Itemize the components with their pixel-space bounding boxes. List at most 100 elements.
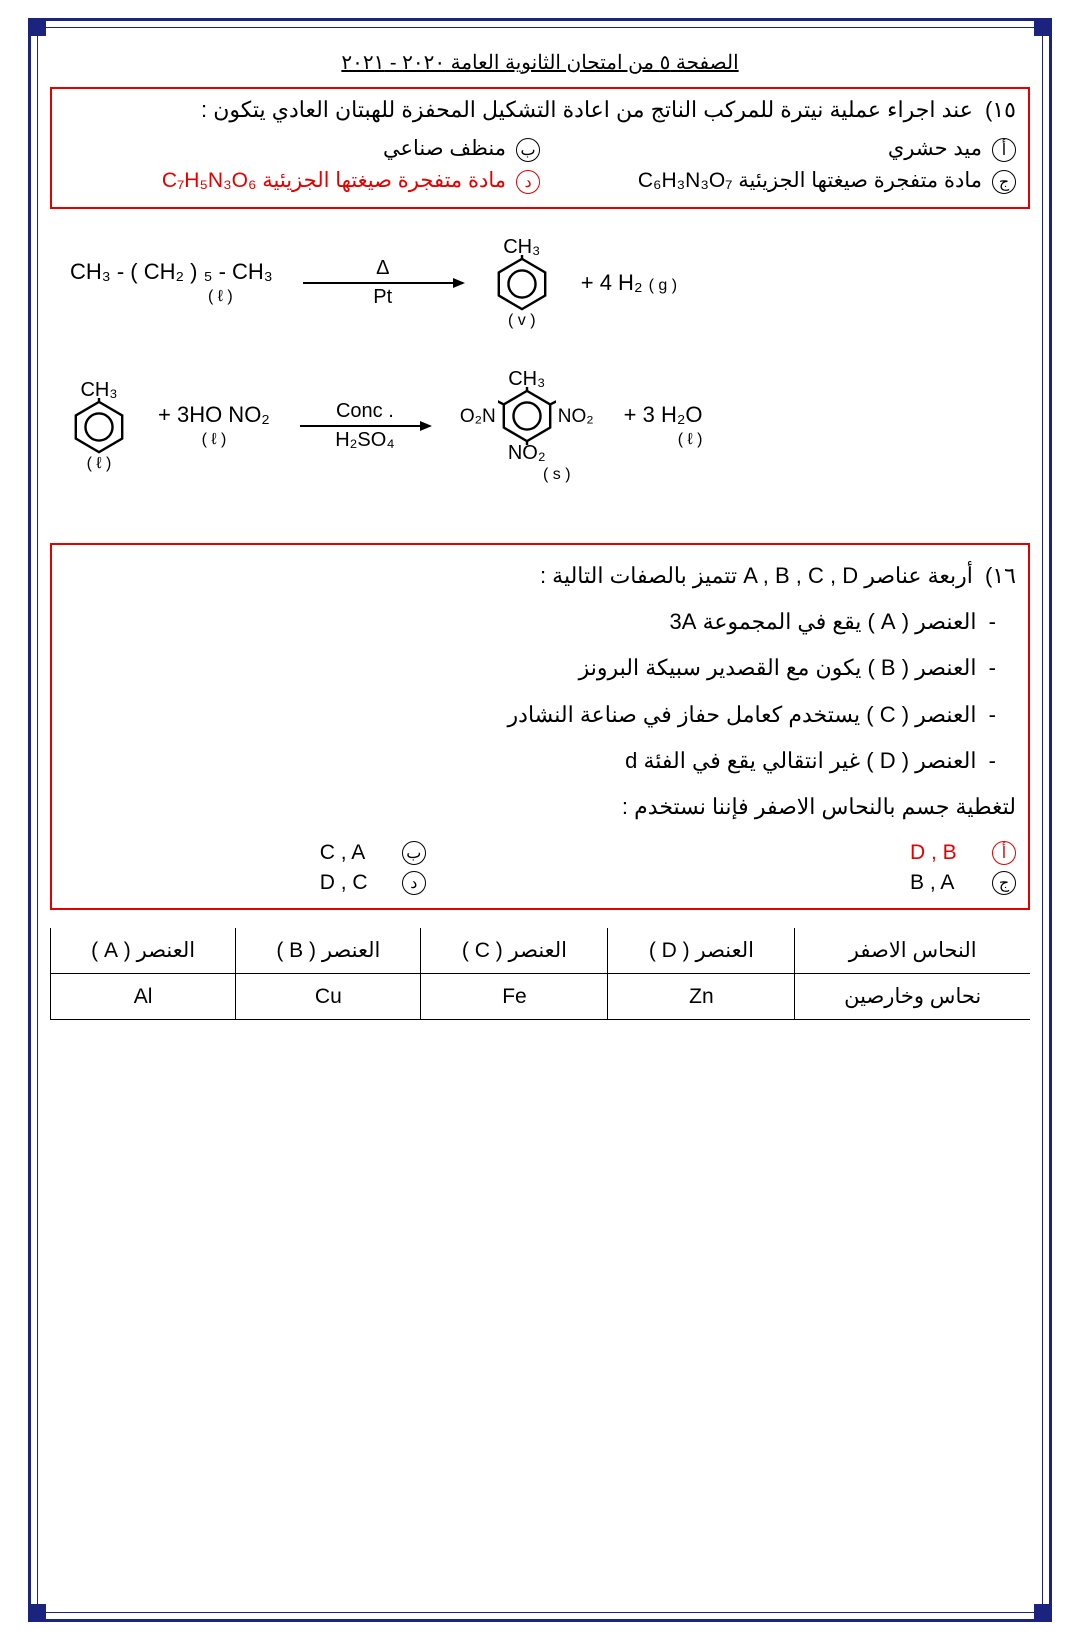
arrow-condition-bottom: H₂SO₄ bbox=[335, 429, 394, 452]
substituent-label: NO₂ bbox=[558, 407, 594, 426]
choice-text: D , C bbox=[320, 871, 390, 895]
choice-text-prefix: مادة متفجرة صيغتها الجزيئية bbox=[256, 169, 506, 192]
choice-marker-icon: د bbox=[402, 871, 426, 895]
product-toluene: CH₃ ( v ) bbox=[493, 237, 551, 329]
choice-marker-icon: ج bbox=[992, 170, 1016, 194]
table-cell: العنصر ( C ) bbox=[421, 928, 608, 974]
table-cell: Al bbox=[51, 974, 236, 1020]
choice-d-correct: د مادة متفجرة صيغتها الجزيئية C₇H₅N₃O₆ bbox=[64, 165, 540, 197]
reaction-arrow: Δ Pt bbox=[303, 257, 463, 309]
choice-marker-icon: أ bbox=[992, 138, 1016, 162]
question-number: ١٥) bbox=[985, 97, 1016, 123]
page-content: الصفحة ٥ من امتحان الثانوية العامة ٢٠٢٠ … bbox=[50, 50, 1030, 1590]
question-15-title: ١٥) عند اجراء عملية نيترة للمركب الناتج … bbox=[64, 97, 1016, 123]
choice-marker-icon: ب bbox=[402, 841, 426, 865]
choice-text: B , A bbox=[910, 871, 980, 895]
clue-text: العنصر ( B ) يكون مع القصدير سبيكة البرو… bbox=[579, 655, 977, 680]
choice-c: ج B , A bbox=[426, 868, 1016, 898]
table-cell: Fe bbox=[421, 974, 608, 1020]
clue-line: - العنصر ( B ) يكون مع القصدير سبيكة الب… bbox=[64, 645, 996, 691]
choice-marker-icon: أ bbox=[992, 841, 1016, 865]
arrow-line-icon bbox=[300, 425, 430, 427]
arrow-condition-top: Conc . bbox=[336, 400, 394, 423]
question-15-box: ١٥) عند اجراء عملية نيترة للمركب الناتج … bbox=[50, 87, 1030, 209]
reactant-heptane: CH₃ - ( CH₂ ) ₅ - CH₃ ( ℓ ) bbox=[70, 261, 273, 305]
choice-text: D , B bbox=[910, 841, 980, 865]
question-number: ١٦) bbox=[985, 553, 1016, 599]
clue-text: العنصر ( C ) يستخدم كعامل حفاز في صناعة … bbox=[508, 702, 977, 727]
molecule-formula: + 3HO NO₂ bbox=[158, 404, 270, 426]
question-16-prompt: لتغطية جسم بالنحاس الاصفر فإننا نستخدم : bbox=[64, 784, 1016, 830]
corner-ornament bbox=[1034, 1604, 1052, 1622]
clue-line: - العنصر ( C ) يستخدم كعامل حفاز في صناع… bbox=[64, 692, 996, 738]
question-16-body: ١٦) أربعة عناصر A , B , C , D تتميز بالص… bbox=[64, 553, 1016, 830]
state-label: ( s ) bbox=[543, 467, 571, 483]
reaction-1: CH₃ - ( CH₂ ) ₅ - CH₃ ( ℓ ) Δ Pt CH₃ ( v… bbox=[70, 237, 1010, 329]
substituent-label: O₂N bbox=[460, 407, 496, 426]
product-hydrogen: + 4 H₂ ( g ) bbox=[581, 270, 677, 296]
tnt-structure: O₂N NO₂ bbox=[460, 387, 594, 445]
choice-c: ج مادة متفجرة صيغتها الجزيئية C₆H₃N₃O₇ bbox=[540, 165, 1016, 197]
question-text: عند اجراء عملية نيترة للمركب الناتج من ا… bbox=[201, 97, 973, 122]
table-cell: النحاس الاصفر bbox=[795, 928, 1030, 974]
clue-line: - العنصر ( D ) غير انتقالي يقع في الفئة … bbox=[64, 738, 996, 784]
arrow-line-icon bbox=[303, 282, 463, 284]
choice-d: د D , C bbox=[64, 868, 426, 898]
substituent-label: CH₃ bbox=[503, 237, 540, 257]
page-header: الصفحة ٥ من امتحان الثانوية العامة ٢٠٢٠ … bbox=[50, 50, 1030, 75]
corner-ornament bbox=[28, 1604, 46, 1622]
molecule-formula: + 3 H₂O bbox=[624, 404, 703, 426]
choice-a-correct: أ D , B bbox=[426, 838, 1016, 868]
reactant-toluene: CH₃ ( ℓ ) bbox=[70, 380, 128, 472]
molecule-formula: + 4 H₂ bbox=[581, 270, 643, 295]
table-row: النحاس الاصفر العنصر ( D ) العنصر ( C ) … bbox=[51, 928, 1031, 974]
choice-text-prefix: مادة متفجرة صيغتها الجزيئية bbox=[732, 169, 982, 192]
state-label: ( g ) bbox=[649, 277, 677, 294]
reaction-2: CH₃ ( ℓ ) + 3HO NO₂ ( ℓ ) Conc . H₂SO₄ C… bbox=[70, 369, 1010, 483]
state-label: ( ℓ ) bbox=[678, 432, 703, 448]
arrow-condition-bottom: Pt bbox=[373, 286, 392, 309]
benzene-ring-icon bbox=[70, 398, 128, 456]
benzene-ring-icon bbox=[493, 255, 551, 313]
benzene-ring-icon bbox=[498, 387, 556, 445]
reaction-diagrams: CH₃ - ( CH₂ ) ₅ - CH₃ ( ℓ ) Δ Pt CH₃ ( v… bbox=[50, 227, 1030, 543]
chemical-formula: C₇H₅N₃O₆ bbox=[162, 169, 257, 192]
choice-text: مادة متفجرة صيغتها الجزيئية C₇H₅N₃O₆ bbox=[162, 168, 506, 193]
arrow-condition-top: Δ bbox=[376, 257, 389, 280]
clue-text: العنصر ( A ) يقع في المجموعة 3A bbox=[670, 609, 977, 634]
corner-ornament bbox=[28, 18, 46, 36]
table-cell: العنصر ( D ) bbox=[608, 928, 795, 974]
choice-marker-icon: ج bbox=[992, 871, 1016, 895]
choice-text: C , A bbox=[320, 841, 390, 865]
chemical-formula: C₆H₃N₃O₇ bbox=[638, 169, 733, 192]
state-label: ( ℓ ) bbox=[202, 432, 227, 448]
choice-text: ميد حشري bbox=[888, 136, 982, 161]
question-16-box: ١٦) أربعة عناصر A , B , C , D تتميز بالص… bbox=[50, 543, 1030, 910]
question-16-choices: أ D , B ب C , A ج B , A د D , C bbox=[64, 838, 1016, 898]
table-row: نحاس وخارصين Zn Fe Cu Al bbox=[51, 974, 1031, 1020]
table-cell: نحاس وخارصين bbox=[795, 974, 1030, 1020]
choice-marker-icon: د bbox=[516, 170, 540, 194]
choice-a: أ ميد حشري bbox=[540, 133, 1016, 165]
table-cell: Zn bbox=[608, 974, 795, 1020]
product-tnt: CH₃ O₂N NO₂ NO₂ ( s ) bbox=[460, 369, 594, 483]
reaction-arrow: Conc . H₂SO₄ bbox=[300, 400, 430, 452]
question-text: أربعة عناصر A , B , C , D تتميز بالصفات … bbox=[540, 563, 973, 588]
reactant-nitric-acid: + 3HO NO₂ ( ℓ ) bbox=[158, 404, 270, 448]
substituent-label: CH₃ bbox=[508, 369, 545, 389]
choice-b: ب منظف صناعي bbox=[64, 133, 540, 165]
state-label: ( ℓ ) bbox=[87, 456, 112, 472]
substituent-label: CH₃ bbox=[80, 380, 117, 400]
question-15-choices: أ ميد حشري ب منظف صناعي ج مادة متفجرة صي… bbox=[64, 133, 1016, 197]
clue-line: - العنصر ( A ) يقع في المجموعة 3A bbox=[64, 599, 996, 645]
choice-text: مادة متفجرة صيغتها الجزيئية C₆H₃N₃O₇ bbox=[638, 168, 982, 193]
molecule-formula: CH₃ - ( CH₂ ) ₅ - CH₃ bbox=[70, 261, 273, 283]
corner-ornament bbox=[1034, 18, 1052, 36]
choice-marker-icon: ب bbox=[516, 138, 540, 162]
state-label: ( v ) bbox=[508, 313, 536, 329]
question-16-intro: ١٦) أربعة عناصر A , B , C , D تتميز بالص… bbox=[64, 553, 1016, 599]
elements-answer-table: النحاس الاصفر العنصر ( D ) العنصر ( C ) … bbox=[50, 928, 1030, 1020]
table-cell: العنصر ( B ) bbox=[236, 928, 421, 974]
table-cell: Cu bbox=[236, 974, 421, 1020]
product-water: + 3 H₂O ( ℓ ) bbox=[624, 404, 703, 448]
